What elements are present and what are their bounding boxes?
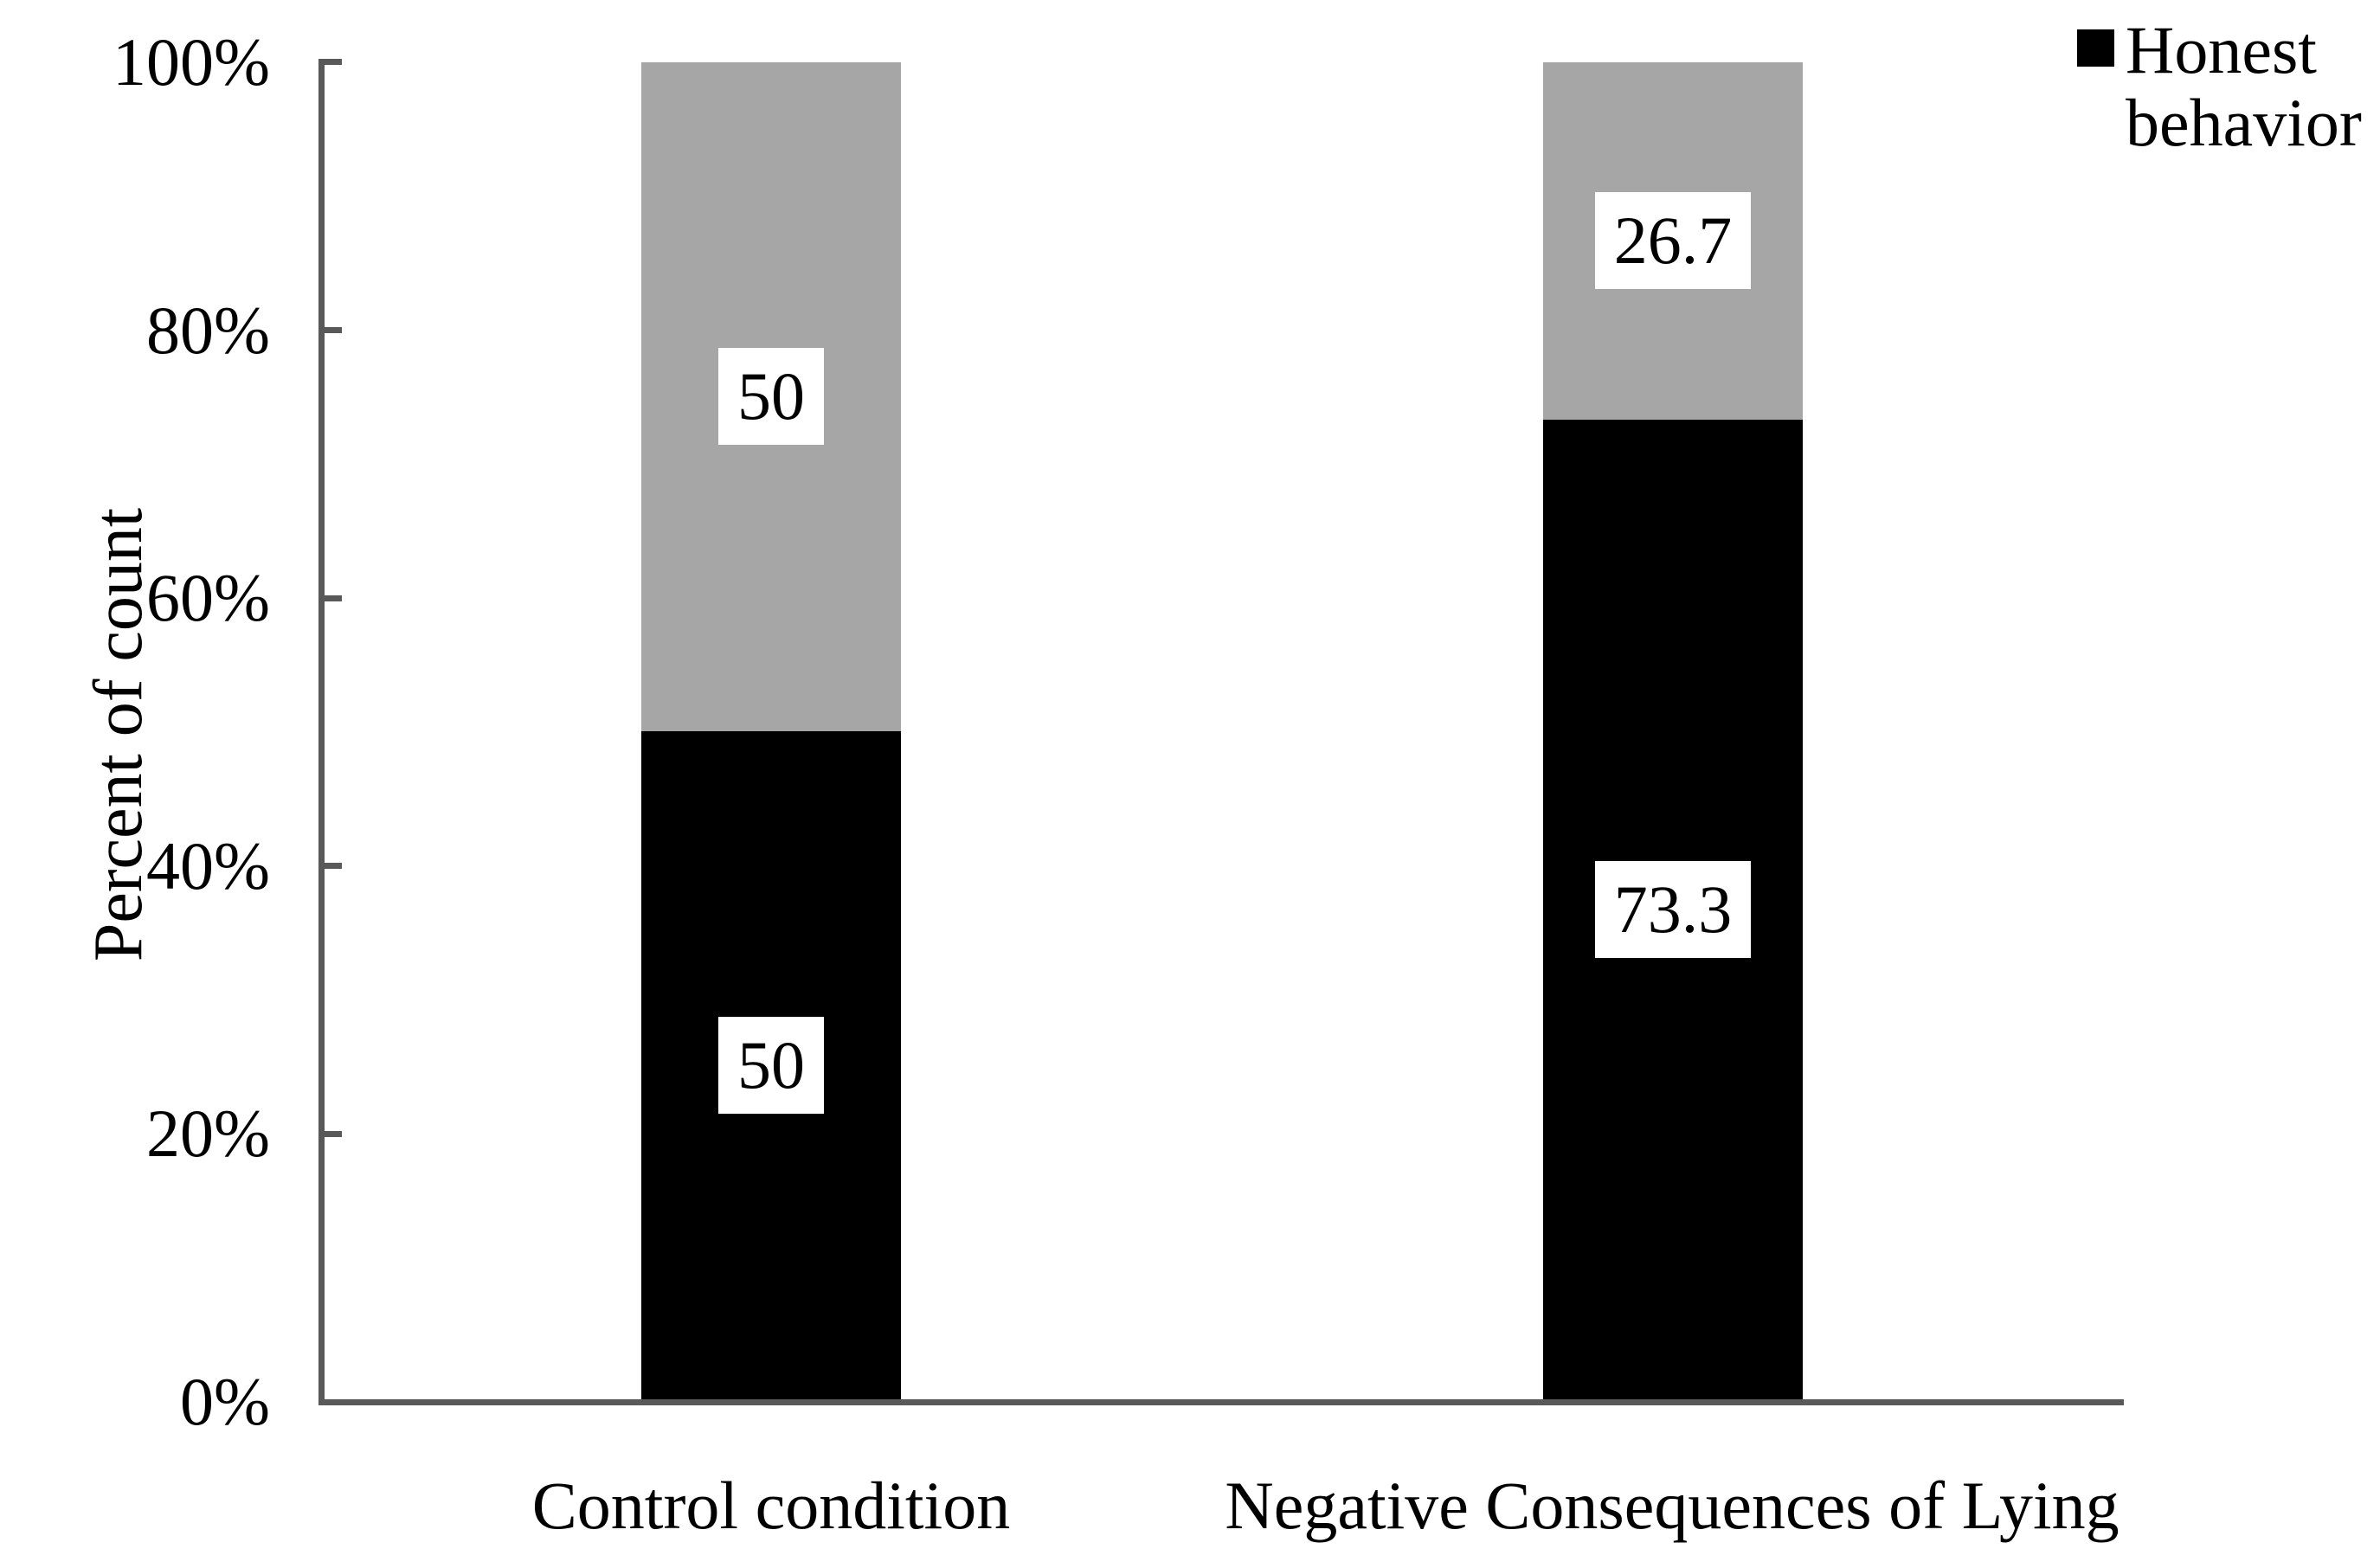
y-tick-mark-100	[325, 59, 342, 65]
bar-control-condition: 50 50	[641, 62, 901, 1399]
y-tick-label-0: 0%	[180, 1364, 270, 1439]
y-tick-mark-40	[325, 863, 342, 869]
y-axis-title: Percent of count	[80, 507, 157, 962]
data-label-other-negative: 26.7	[1594, 192, 1752, 290]
y-tick-mark-60	[325, 595, 342, 601]
data-label-honest-negative: 73.3	[1594, 860, 1752, 958]
bar-segment-other-control: 50	[641, 62, 901, 731]
bar-segment-honest-negative: 73.3	[1543, 419, 1803, 1399]
y-tick-mark-20	[325, 1131, 342, 1137]
legend-swatch-honest-behavior	[2077, 29, 2114, 67]
y-tick-mark-80	[325, 327, 342, 333]
y-tick-label-20: 20%	[146, 1096, 270, 1171]
legend-label-honest-behavior: Honest behavior	[2126, 12, 2362, 160]
bar-segment-honest-control: 50	[641, 730, 901, 1399]
bar-negative-consequences: 26.7 73.3	[1543, 62, 1803, 1399]
bar-segment-other-negative: 26.7	[1543, 62, 1803, 420]
x-axis-line	[318, 1399, 2124, 1405]
x-category-label-control: Control condition	[531, 1468, 1011, 1543]
y-tick-label-80: 80%	[146, 292, 270, 368]
y-axis-line	[318, 59, 325, 1405]
y-tick-label-60: 60%	[146, 560, 270, 635]
data-label-honest-control: 50	[718, 1016, 824, 1114]
data-label-other-control: 50	[718, 348, 824, 446]
x-category-label-negative: Negative Consequences of Lying	[1225, 1468, 2119, 1543]
legend: Honest behavior	[2077, 14, 2368, 159]
y-tick-label-100: 100%	[113, 24, 270, 100]
y-tick-label-40: 40%	[146, 828, 270, 903]
